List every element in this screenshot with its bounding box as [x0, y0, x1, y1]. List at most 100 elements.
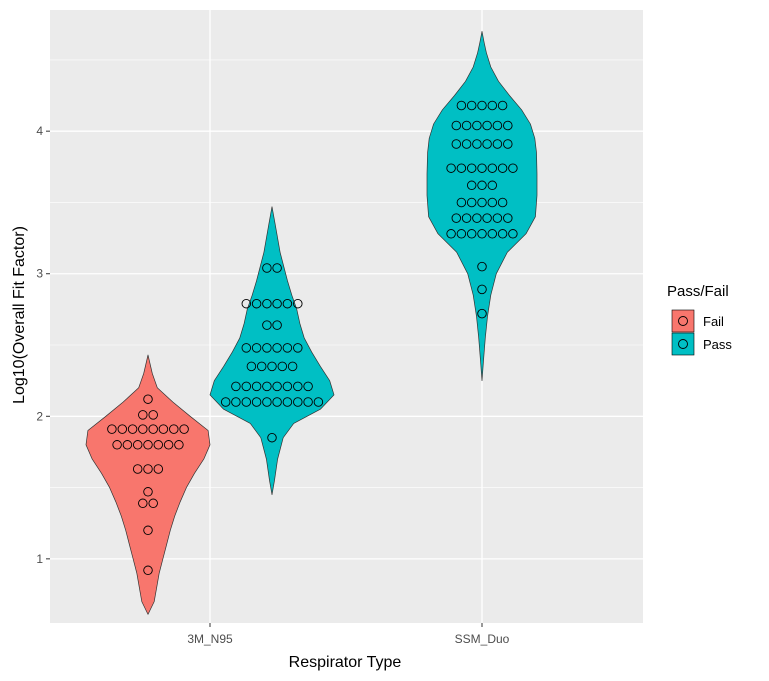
data-point — [262, 381, 272, 392]
data-point — [492, 213, 503, 223]
data-point — [107, 424, 117, 434]
data-point — [272, 381, 282, 392]
data-point — [158, 424, 169, 434]
data-point — [446, 229, 456, 239]
data-point — [303, 397, 313, 407]
data-point — [148, 424, 158, 434]
data-point — [148, 410, 158, 420]
data-point — [293, 381, 303, 392]
data-point — [492, 139, 503, 149]
data-point — [303, 381, 313, 392]
data-point — [272, 320, 282, 330]
legend-swatch-pass — [671, 332, 695, 356]
violin-3m-n95-pass — [209, 206, 335, 496]
data-point — [138, 424, 148, 434]
data-point — [508, 163, 518, 173]
data-point — [446, 163, 456, 173]
legend-dot-fail — [678, 316, 688, 326]
data-point — [466, 180, 477, 191]
data-point — [482, 139, 492, 149]
data-point — [451, 213, 462, 223]
data-point — [456, 100, 467, 111]
data-point — [174, 440, 184, 450]
data-point — [241, 298, 252, 309]
data-point — [132, 464, 143, 474]
data-point — [487, 163, 498, 173]
data-point — [477, 197, 487, 208]
data-point — [153, 464, 164, 474]
data-point — [246, 361, 257, 372]
violins — [85, 31, 538, 615]
legend-swatch-fail — [671, 309, 695, 333]
data-point — [148, 498, 158, 509]
x-tick-label: 3M_N95 — [187, 632, 233, 646]
y-tick-label: 2 — [36, 409, 43, 423]
data-point — [293, 397, 303, 407]
data-point — [282, 343, 293, 353]
data-point — [262, 343, 272, 353]
data-point — [472, 139, 482, 149]
data-point — [262, 397, 272, 407]
data-point — [487, 197, 498, 208]
data-point — [163, 440, 174, 450]
x-axis: 3M_N95 SSM_Duo — [187, 623, 510, 646]
data-point — [241, 343, 252, 353]
legend-label-pass: Pass — [703, 337, 732, 352]
data-point — [143, 464, 153, 474]
legend-item-fail: Fail — [671, 309, 724, 333]
violin-3m-n95-fail — [85, 354, 211, 615]
data-point — [251, 343, 262, 353]
legend-item-pass: Pass — [671, 332, 732, 356]
data-point — [497, 100, 508, 111]
data-point — [466, 229, 477, 239]
data-point — [231, 397, 241, 407]
legend-label-fail: Fail — [703, 314, 724, 329]
data-point — [487, 100, 498, 111]
data-point — [477, 180, 487, 191]
data-point — [112, 440, 122, 450]
data-point — [477, 261, 487, 272]
data-point — [143, 440, 153, 450]
data-point — [132, 440, 143, 450]
y-tick-label: 1 — [36, 552, 43, 566]
data-point — [482, 213, 492, 223]
legend-title: Pass/Fail — [667, 283, 729, 300]
data-point — [179, 424, 189, 434]
data-point — [472, 120, 482, 131]
data-point — [477, 100, 487, 111]
data-point — [456, 197, 467, 208]
legend: Pass/Fail Fail Pass — [667, 283, 732, 356]
data-point — [313, 397, 324, 407]
legend-dot-pass — [678, 339, 688, 349]
data-point — [293, 343, 303, 353]
data-point — [272, 397, 282, 407]
data-point — [503, 120, 513, 131]
dot-points — [107, 100, 518, 576]
data-point — [138, 410, 148, 420]
data-point — [241, 381, 252, 392]
data-point — [143, 394, 153, 404]
data-point — [503, 139, 513, 149]
data-point — [282, 397, 293, 407]
data-point — [451, 120, 462, 131]
x-axis-title: Respirator Type — [289, 654, 402, 671]
data-point — [477, 308, 487, 319]
data-point — [143, 487, 153, 497]
data-point — [272, 343, 282, 353]
data-point — [256, 361, 267, 372]
data-point — [127, 424, 138, 434]
data-point — [282, 381, 293, 392]
data-point — [477, 163, 487, 173]
data-point — [267, 432, 277, 443]
violin-ssm-duo-pass — [426, 31, 538, 382]
data-point — [282, 298, 293, 309]
data-point — [277, 361, 288, 372]
data-point — [122, 440, 133, 450]
data-point — [472, 213, 482, 223]
data-point — [262, 263, 272, 273]
data-point — [220, 397, 231, 407]
data-point — [153, 440, 164, 450]
data-point — [456, 163, 467, 173]
data-point — [466, 100, 477, 111]
